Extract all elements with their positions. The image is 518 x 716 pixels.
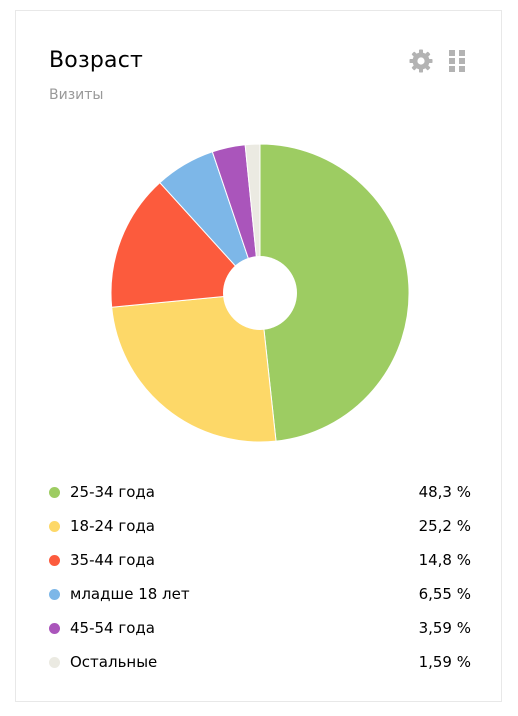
legend-label: 25-34 года — [70, 483, 155, 501]
legend-color-dot — [49, 486, 60, 498]
legend-item[interactable]: 25-34 года 48,3 % — [49, 475, 471, 509]
pie-slice[interactable] — [244, 143, 261, 294]
age-widget: Возраст Визиты — [15, 10, 502, 702]
pie-slice[interactable] — [110, 181, 262, 308]
legend-item[interactable]: 18-24 года 25,2 % — [49, 509, 471, 543]
legend-item[interactable]: 35-44 года 14,8 % — [49, 543, 471, 577]
pie-slice[interactable] — [259, 143, 410, 442]
legend-item[interactable]: 45-54 года 3,59 % — [49, 611, 471, 645]
drag-handle-icon[interactable] — [445, 49, 469, 73]
legend-value: 14,8 % — [418, 551, 471, 569]
legend-color-dot — [49, 588, 60, 600]
legend-item[interactable]: младше 18 лет 6,55 % — [49, 577, 471, 611]
widget-toolbar — [409, 49, 469, 73]
legend-color-dot — [49, 656, 60, 668]
donut-hole — [223, 256, 297, 330]
legend-color-dot — [49, 554, 60, 566]
legend-value: 48,3 % — [418, 483, 471, 501]
legend-color-dot — [49, 622, 60, 634]
legend-label: 18-24 года — [70, 517, 155, 535]
legend-label: 45-54 года — [70, 619, 155, 637]
legend-label: Остальные — [70, 653, 158, 671]
legend-value: 3,59 % — [418, 619, 471, 637]
legend-value: 6,55 % — [418, 585, 471, 603]
donut-chart — [110, 143, 410, 443]
pie-slice[interactable] — [111, 292, 277, 443]
legend-item[interactable]: Остальные 1,59 % — [49, 645, 471, 679]
legend-value: 1,59 % — [418, 653, 471, 671]
legend-label: 35-44 года — [70, 551, 155, 569]
gear-icon[interactable] — [409, 49, 433, 73]
chart-legend: 25-34 года 48,3 % 18-24 года 25,2 % 35-44 го… — [49, 475, 471, 679]
legend-color-dot — [49, 520, 60, 532]
legend-value: 25,2 % — [418, 517, 471, 535]
widget-title: Возраст — [49, 48, 144, 73]
legend-label: младше 18 лет — [70, 585, 190, 603]
widget-subtitle: Визиты — [49, 87, 104, 103]
